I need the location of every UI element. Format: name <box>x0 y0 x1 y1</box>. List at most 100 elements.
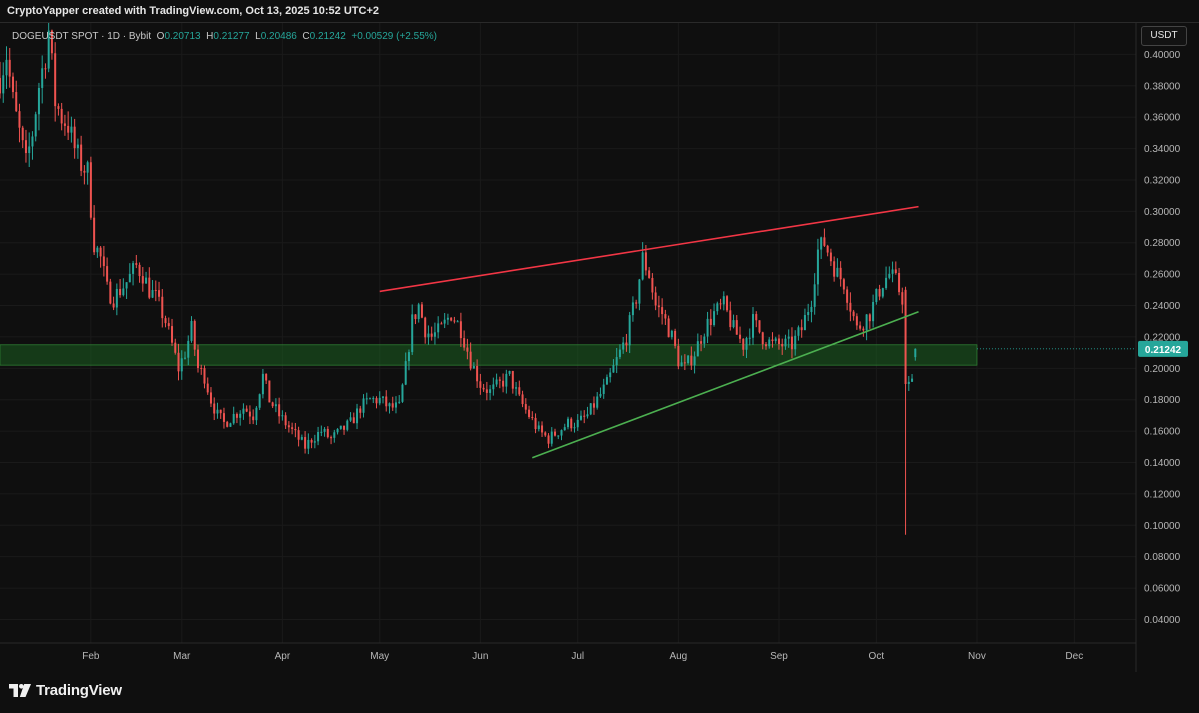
candle-body <box>904 289 907 385</box>
candle-body <box>563 427 566 431</box>
chart-frame[interactable]: DOGEUSDT SPOT · 1D · Bybit O0.20713 H0.2… <box>0 22 1199 673</box>
candle-body <box>758 320 761 333</box>
candle-body <box>317 431 320 442</box>
tradingview-logo[interactable]: TradingView <box>9 682 122 699</box>
candle-body <box>372 398 375 400</box>
candle-body <box>654 292 657 306</box>
price-tick-label: 0.36000 <box>1144 113 1181 124</box>
candle-body <box>174 342 177 353</box>
candle-body <box>443 319 446 324</box>
price-chart[interactable]: 0.40000 0.38000 0.36000 0.34000 0.32000 0.300… <box>0 23 1199 673</box>
candle-body <box>433 332 436 337</box>
candle-body <box>420 304 423 318</box>
currency-button[interactable]: USDT <box>1141 26 1187 46</box>
candle-body <box>894 269 897 274</box>
candle-body <box>394 402 397 408</box>
candle-body <box>674 330 677 346</box>
candle-body <box>898 273 901 293</box>
candle-body <box>813 284 816 307</box>
candle-body <box>638 279 641 304</box>
candle-body <box>278 404 281 417</box>
candle-body <box>99 247 102 257</box>
candle-body <box>742 338 745 350</box>
candle-body <box>774 338 777 342</box>
candle-body <box>842 279 845 290</box>
candle-body <box>80 144 83 171</box>
candle-body <box>612 365 615 373</box>
candle-body <box>271 402 274 407</box>
candle-body <box>307 439 310 449</box>
candle-body <box>148 277 151 298</box>
candle-body <box>219 409 222 414</box>
candle-body <box>631 302 634 316</box>
candle-body <box>326 428 329 438</box>
candle-body <box>369 398 372 400</box>
candle-body <box>145 277 148 284</box>
change-value: +0.00529 (+2.55%) <box>351 31 437 42</box>
candle-body <box>719 303 722 305</box>
candle-body <box>541 425 544 433</box>
candle-body <box>255 407 258 421</box>
candle-body <box>28 146 31 154</box>
candle-body <box>15 92 18 112</box>
candle-body <box>18 111 21 128</box>
open-value: 0.20713 <box>164 31 201 42</box>
candle-body <box>602 384 605 394</box>
candle-body <box>768 339 771 347</box>
time-tick-label: Nov <box>968 651 986 662</box>
candle-body <box>907 381 910 385</box>
price-tick-label: 0.28000 <box>1144 238 1181 249</box>
price-tick-label: 0.20000 <box>1144 364 1181 375</box>
candle-body <box>206 383 209 393</box>
candle-body <box>505 373 508 387</box>
candle-body <box>859 325 862 329</box>
candle-body <box>115 288 118 308</box>
candle-body <box>596 396 599 408</box>
candle-body <box>398 401 401 403</box>
candle-body <box>333 432 336 438</box>
symbol-legend: DOGEUSDT SPOT · 1D · Bybit O0.20713 H0.2… <box>12 31 437 42</box>
candle-body <box>356 408 359 424</box>
candle-body <box>680 362 683 367</box>
candle-body <box>375 398 378 404</box>
candle-body <box>518 387 521 395</box>
price-tick-label: 0.18000 <box>1144 395 1181 406</box>
candle-body <box>11 76 14 93</box>
candle-body <box>508 371 511 374</box>
candle-body <box>696 341 699 357</box>
candle-body <box>203 368 206 384</box>
candle-body <box>554 431 557 436</box>
candle-body <box>833 261 836 277</box>
candle-body <box>875 289 878 302</box>
candle-body <box>102 256 105 267</box>
candle-body <box>914 348 917 358</box>
time-tick-label: May <box>370 651 389 662</box>
candle-body <box>281 415 284 417</box>
candle-body <box>313 441 316 443</box>
price-tick-label: 0.34000 <box>1144 144 1181 155</box>
candle-body <box>635 302 638 304</box>
candle-body <box>794 335 797 350</box>
candle-body <box>362 398 365 413</box>
credit-text: CryptoYapper created with TradingView.co… <box>7 5 380 17</box>
candle-body <box>151 290 154 298</box>
candle-body <box>183 357 187 359</box>
candle-body <box>881 288 884 297</box>
candle-body <box>63 123 66 126</box>
candle-body <box>732 320 735 328</box>
candle-body <box>446 317 449 320</box>
price-tick-label: 0.32000 <box>1144 175 1181 186</box>
candle-body <box>73 126 76 149</box>
resistance-trendline <box>379 205 919 293</box>
candle-body <box>648 270 651 278</box>
candle-body <box>586 414 589 417</box>
candle-body <box>453 320 456 322</box>
candle-body <box>242 408 245 414</box>
candle-body <box>466 347 469 352</box>
candle-body <box>330 437 333 439</box>
candle-body <box>284 415 287 426</box>
candle-body <box>106 266 109 282</box>
candle-body <box>343 425 346 430</box>
candle-body <box>693 356 696 366</box>
candle-body <box>41 68 44 88</box>
